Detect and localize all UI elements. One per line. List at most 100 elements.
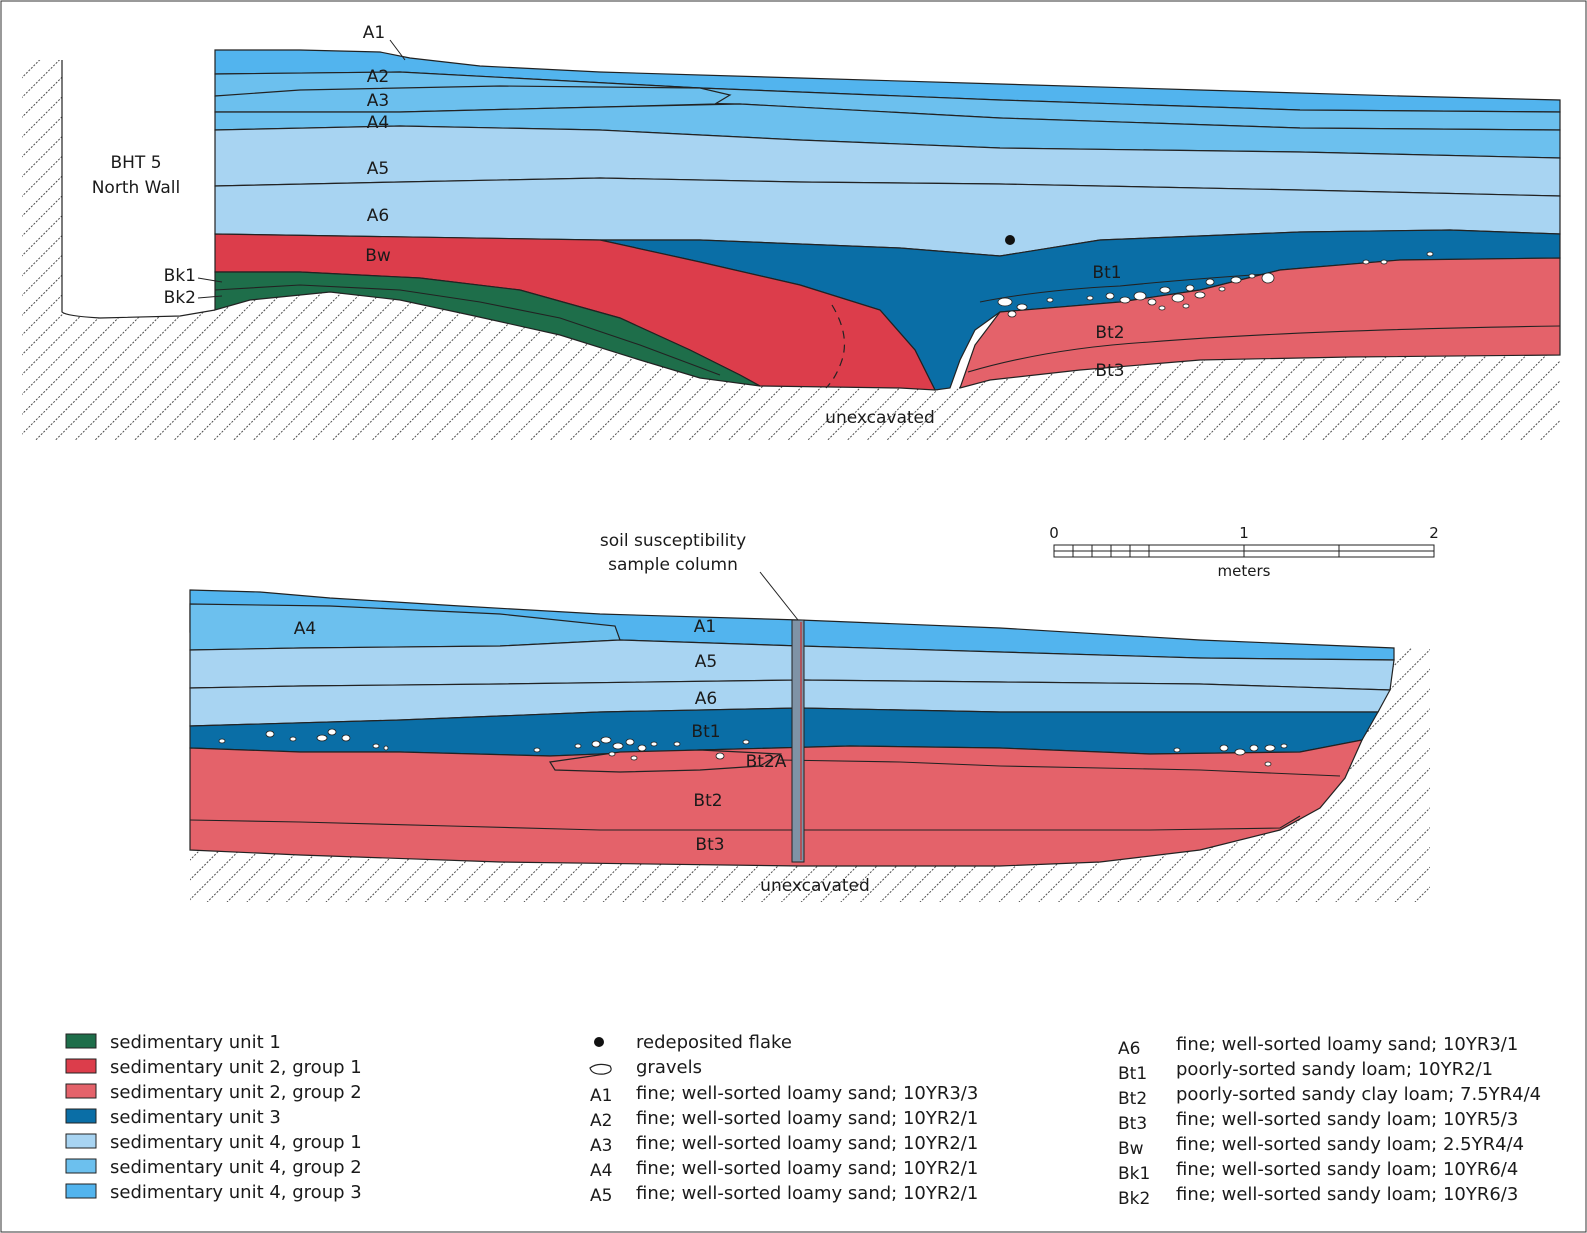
label-unexcavated-p2: unexcavated [760,876,870,896]
sample-column-label-line1: soil susceptibility [600,531,746,551]
label-a3-p1: A3 [367,91,389,111]
scale-tick-0: 0 [1049,524,1059,542]
legend-unit-1: sedimentary unit 1 [65,1032,281,1053]
legend-code-bk2: Bk2 [1118,1189,1150,1209]
label-a5-p2: A5 [695,652,717,672]
legend-code-bk1: Bk1 [1118,1164,1150,1184]
legend-desc-a1: fine; well-sorted loamy sand; 10YR3/3 [636,1083,978,1104]
legend-code-bt2: Bt2 [1118,1089,1147,1109]
legend-code-a2: A2 [590,1111,612,1131]
label-bt3-p1: Bt3 [1095,361,1124,381]
filled-circle-icon [594,1037,604,1047]
gravels-p1 [997,251,1434,318]
legend-unit-4-group-1: sedimentary unit 4, group 1 [65,1132,362,1153]
profile-1-left-wall-line [61,60,216,319]
gravels-p2 [218,728,1288,767]
legend-swatch-unit-1 [65,1033,97,1049]
bt2-bt3-boundary-p1 [967,325,1561,373]
legend-code-a5: A5 [590,1186,612,1206]
profile-2: soil susceptibility sample column A4 A1 … [189,531,1430,902]
legend-label-unit-2-group-1: sedimentary unit 2, group 1 [110,1057,362,1078]
legend-swatch-unit-2-group-2 [65,1083,97,1099]
scale-tick-1: 1 [1239,524,1249,542]
label-bt1-p1: Bt1 [1092,263,1121,283]
label-bk2-leader [197,295,223,299]
label-bw-p1: Bw [365,246,391,266]
legend-unit-4-group-3: sedimentary unit 4, group 3 [65,1182,362,1203]
legend-unit-4-group-2: sedimentary unit 4, group 2 [65,1157,362,1178]
label-a6-p1: A6 [367,206,389,226]
label-bk1-leader [197,277,223,283]
legend-desc-bk2: fine; well-sorted sandy loam; 10YR6/3 [1176,1184,1518,1205]
horizon-bk-p1 [214,271,761,387]
label-a1-p1: A1 [363,23,385,43]
legend-swatch-unit-3 [65,1108,97,1124]
label-a5-p1: A5 [367,159,389,179]
label-bt3-p2: Bt3 [695,835,724,855]
label-bt1-p2: Bt1 [691,722,720,742]
label-unexcavated-p1: unexcavated [825,408,935,428]
legend-swatch-unit-2-group-1 [65,1058,97,1074]
profile-1-bedrock-hatch [22,60,1560,440]
legend-desc-a2: fine; well-sorted loamy sand; 10YR2/1 [636,1108,978,1129]
legend-descriptions-left: A1 fine; well-sorted loamy sand; 10YR3/3… [590,1083,978,1206]
legend-unit-2-group-1: sedimentary unit 2, group 1 [65,1057,362,1078]
label-a1-leader [389,39,406,61]
legend-desc-bw: fine; well-sorted sandy loam; 2.5YR4/4 [1176,1134,1524,1155]
legend-swatch-unit-4-group-2 [65,1158,97,1174]
bt1-gravel-lens-boundary-p1 [979,271,1301,303]
legend-swatch-unit-4-group-3 [65,1183,97,1199]
legend-unit-3: sedimentary unit 3 [65,1107,281,1128]
legend-label-unit-2-group-2: sedimentary unit 2, group 2 [110,1082,362,1103]
legend-label-unit-4-group-1: sedimentary unit 4, group 1 [110,1132,362,1153]
label-bk1-p1: Bk1 [164,266,196,286]
profile-1-north-wall: BHT 5 North Wall A1 A2 A3 A4 A5 A6 Bw Bt… [22,23,1561,440]
label-bt2-p2: Bt2 [693,791,722,811]
legend-code-a1: A1 [590,1086,612,1106]
label-a6-p2: A6 [695,689,717,709]
legend-label-unit-3: sedimentary unit 3 [110,1107,281,1128]
legend-label-unit-4-group-3: sedimentary unit 4, group 3 [110,1182,362,1203]
profile-1-title-line2: North Wall [92,178,181,198]
horizon-bt2-p1 [959,257,1561,389]
legend-code-a4: A4 [590,1161,612,1181]
legend-code-a6: A6 [1118,1039,1140,1059]
legend-code-bt1: Bt1 [1118,1064,1147,1084]
profile-1-title-line1: BHT 5 [110,153,161,173]
sample-column [791,619,805,863]
legend-desc-bt2: poorly-sorted sandy clay loam; 7.5YR4/4 [1176,1084,1541,1105]
legend-label-gravels: gravels [636,1057,702,1078]
horizon-bt2-p2 [189,739,1364,867]
bw-dashed-boundary-p1 [825,304,845,389]
profile-2-bedrock-hatch [190,648,1430,902]
scale-unit: meters [1218,562,1271,580]
legend-label-redeposited-flake: redeposited flake [636,1032,792,1053]
legend-code-a3: A3 [590,1136,612,1156]
legend-symbols: redeposited flake gravels [589,1032,792,1078]
legend-desc-a4: fine; well-sorted loamy sand; 10YR2/1 [636,1158,978,1179]
scale-bar: 0 1 2 meters [1049,524,1439,580]
legend-desc-a5: fine; well-sorted loamy sand; 10YR2/1 [636,1183,978,1204]
legend-unit-2-group-2: sedimentary unit 2, group 2 [65,1082,362,1103]
bt2-internal-line-p2 [779,759,1341,777]
legend-code-bt3: Bt3 [1118,1114,1147,1134]
legend-desc-a3: fine; well-sorted loamy sand; 10YR2/1 [636,1133,978,1154]
legend-swatch-unit-4-group-1 [65,1133,97,1149]
redeposited-flake-marker [1005,235,1015,245]
sample-column-leader [759,571,799,621]
legend-units: sedimentary unit 1 sedimentary unit 2, g… [65,1032,362,1203]
legend-desc-bk1: fine; well-sorted sandy loam; 10YR6/4 [1176,1159,1518,1180]
label-bt2-p1: Bt2 [1095,323,1124,343]
label-a2-p1: A2 [367,67,389,87]
legend-desc-a6: fine; well-sorted loamy sand; 10YR3/1 [1176,1034,1518,1055]
legend-desc-bt3: fine; well-sorted sandy loam; 10YR5/3 [1176,1109,1518,1130]
label-bk2-p1: Bk2 [164,288,196,308]
legend-code-bw: Bw [1118,1139,1144,1159]
bk1-bk2-boundary-p1 [214,284,721,376]
sample-column-label-line2: sample column [608,555,738,575]
legend-desc-bt1: poorly-sorted sandy loam; 10YR2/1 [1176,1059,1493,1080]
legend-label-unit-4-group-2: sedimentary unit 4, group 2 [110,1157,362,1178]
label-a4-p1: A4 [367,113,389,133]
